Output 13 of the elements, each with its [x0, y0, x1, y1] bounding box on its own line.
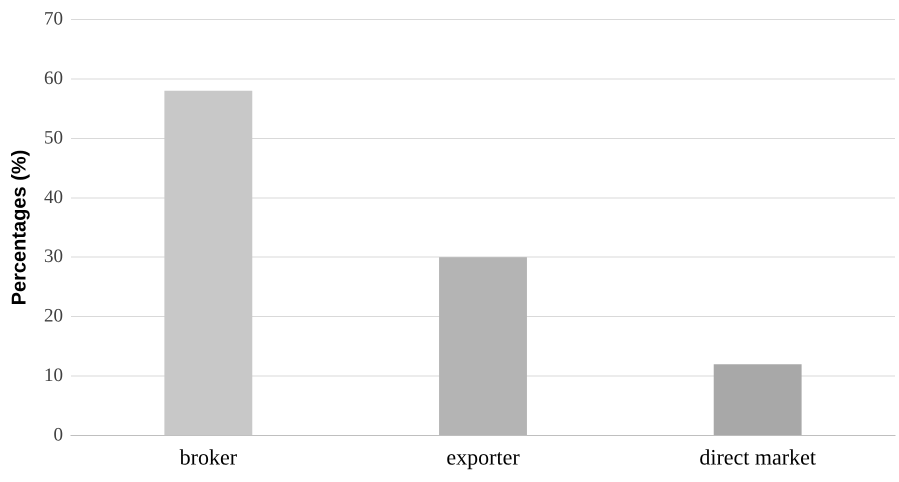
bar — [714, 364, 802, 436]
x-tick-label: broker — [180, 444, 238, 470]
x-tick-label: direct market — [699, 444, 816, 470]
y-tick-label: 60 — [44, 68, 63, 89]
y-axis-title: Percentages (%) — [8, 150, 31, 306]
y-tick-label: 20 — [44, 306, 63, 327]
y-tick-label: 70 — [44, 8, 63, 30]
y-tick-label: 10 — [44, 365, 63, 386]
y-tick-label: 0 — [54, 424, 63, 446]
y-tick-label: 40 — [44, 186, 63, 208]
y-tick-label: 50 — [44, 127, 63, 148]
x-tick-label: exporter — [446, 444, 520, 470]
y-tick-label: 30 — [44, 246, 63, 268]
